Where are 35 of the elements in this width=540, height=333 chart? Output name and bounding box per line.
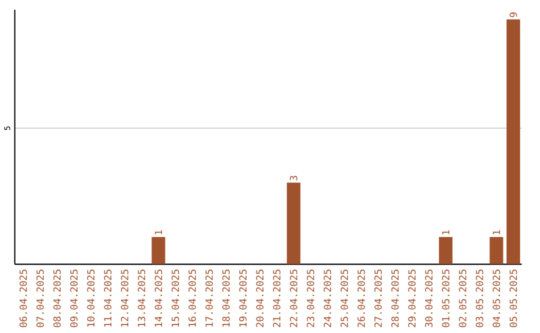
x-tick-label: 11.04.2025: [104, 270, 112, 327]
x-tick-label: 28.04.2025: [391, 270, 399, 328]
x-tick-label: 22.04.2025: [290, 270, 298, 328]
x-tick-label: 16.04.2025: [188, 270, 196, 327]
x-tick-label: 27.04.2025: [374, 270, 382, 328]
x-tick-label: 23.04.2025: [306, 270, 314, 328]
x-tick-label: 21.04.2025: [273, 270, 280, 328]
x-tick-label: 10.04.2025: [87, 270, 95, 327]
x-tick-label: 18.04.2025: [222, 270, 230, 327]
x-tick-label: 30.04.2025: [425, 270, 433, 328]
x-tick-label: 01.05.2025: [442, 270, 450, 328]
x-tick-label: 04.05.2025: [492, 270, 500, 328]
data-label: 1: [442, 230, 450, 234]
x-tick-label: 12.04.2025: [120, 270, 128, 327]
x-tick-label: 26.04.2025: [358, 270, 365, 328]
x-tick-label: 13.04.2025: [138, 270, 146, 327]
x-tick-label: 08.04.2025: [53, 270, 61, 328]
x-tick-label: 17.04.2025: [205, 270, 213, 327]
x-tick-label: 06.04.2025: [20, 270, 27, 328]
data-label: 3: [290, 176, 298, 180]
x-tick-label: 14.04.2025: [154, 270, 162, 327]
x-tick-label: 07.04.2025: [36, 270, 44, 328]
x-tick-label: 05.05.2025: [510, 270, 518, 328]
x-tick-label: 20.04.2025: [256, 270, 264, 328]
x-tick-label: 24.04.2025: [324, 270, 332, 328]
x-tick-label: 25.04.2025: [340, 270, 348, 328]
x-tick-label: 29.04.2025: [408, 270, 416, 328]
data-label: 1: [154, 230, 162, 234]
x-tick-label: 09.04.2025: [70, 270, 78, 328]
x-tick-label: 19.04.2025: [239, 270, 247, 327]
x-tick-label: 15.04.2025: [172, 270, 180, 327]
data-label: 9: [510, 12, 518, 18]
x-tick-label: 03.05.2025: [476, 270, 484, 328]
data-label: 1: [492, 230, 500, 234]
x-tick-label: 02.05.2025: [458, 270, 466, 328]
